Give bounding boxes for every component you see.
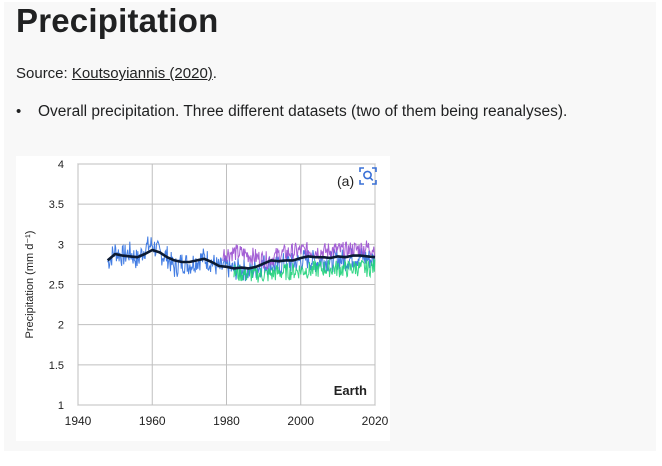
figure-image[interactable]: 1940 1960 1980 2000 2020 1 1.5 2 2.5 3 3.5 4 Precipi… [16,156,390,441]
source-link[interactable]: Koutsoyiannis (2020) [71,65,213,82]
source-prefix: Source: [16,65,72,82]
bullet-item: • Overall precipitation. Three different … [16,103,567,121]
x-tick-label: 2000 [287,414,314,428]
series-line-1 [222,240,375,270]
section-heading: Precipitation [16,2,219,39]
bullet-text: Overall precipitation. Three different d… [38,103,568,120]
smoothed-line [106,248,376,270]
x-tick-label: 2020 [362,414,389,428]
y-tick-label: 1.5 [49,360,64,372]
magnify-icon[interactable] [358,166,378,186]
y-tick-label: 2 [58,320,64,332]
y-axis-label: Precipitation (mm d⁻¹) [24,231,36,339]
y-tick-label: 1 [58,400,64,412]
source-suffix: . [212,65,217,82]
y-tick-label: 4 [58,159,64,171]
y-tick-label: 2.5 [49,280,64,292]
x-tick-label: 1940 [65,414,92,428]
annotation-earth: Earth [334,383,367,398]
y-tick-label: 3.5 [49,199,64,211]
panel-label: (a) [337,173,354,189]
source-line: Source: Koutsoyiannis (2020). [16,65,217,82]
series-line-2 [233,258,376,283]
bullet-dot: • [16,103,22,120]
x-tick-label: 1960 [139,414,166,428]
precipitation-chart: 1940 1960 1980 2000 2020 1 1.5 2 2.5 3 3.5 4 Precipi… [24,159,389,428]
article-section: Precipitation Source: Koutsoyiannis (202… [4,2,656,451]
y-tick-label: 3 [58,239,64,251]
x-tick-label: 1980 [213,414,240,428]
